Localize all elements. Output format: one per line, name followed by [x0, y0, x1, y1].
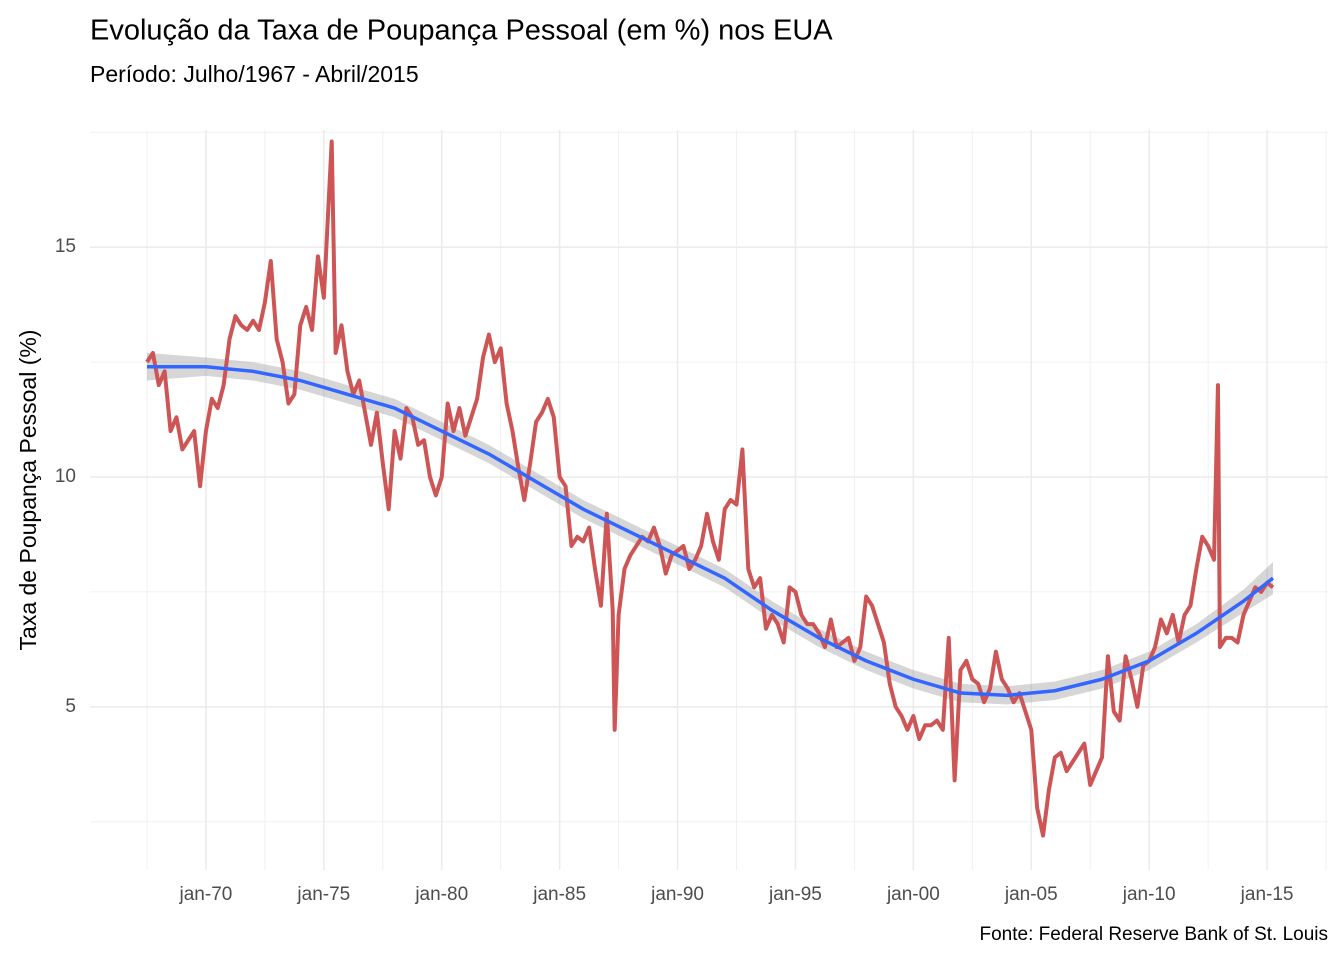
y-axis-label: Taxa de Poupança Pessoal (%): [15, 330, 41, 651]
x-tick-label: jan-90: [650, 884, 704, 905]
x-tick-label: jan-70: [179, 884, 233, 905]
chart-subtitle: Período: Julho/1967 - Abril/2015: [90, 61, 419, 87]
caption: Fonte: Federal Reserve Bank of St. Louis: [979, 924, 1328, 945]
x-tick-label: jan-80: [414, 884, 468, 905]
y-tick-label: 5: [65, 696, 76, 717]
data-line: [145, 139, 1275, 838]
y-tick-label: 10: [55, 466, 76, 487]
chart-title: Evolução da Taxa de Poupança Pessoal (em…: [90, 15, 833, 47]
x-tick-label: jan-75: [296, 884, 350, 905]
x-tick-label: jan-95: [768, 884, 822, 905]
x-tick-label: jan-05: [1004, 884, 1058, 905]
x-tick-label: jan-10: [1122, 884, 1176, 905]
x-tick-label: jan-00: [886, 884, 940, 905]
smooth-line: [146, 364, 1275, 698]
y-tick-label: 15: [55, 236, 76, 257]
x-tick-label: jan-15: [1240, 884, 1294, 905]
x-tick-label: jan-85: [532, 884, 586, 905]
